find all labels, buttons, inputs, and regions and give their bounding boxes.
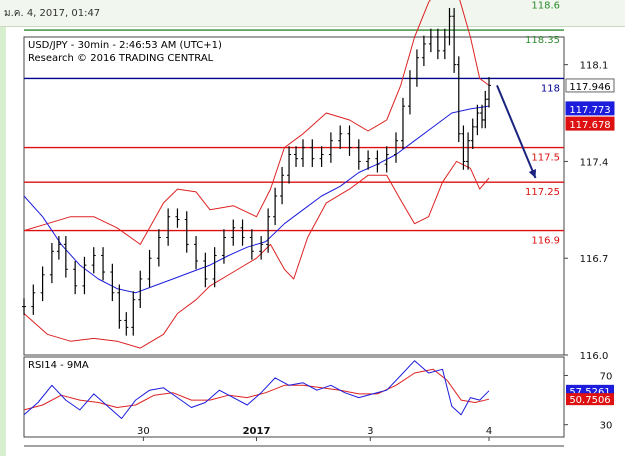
rsi-title: RSI14 - 9MA	[28, 360, 89, 371]
rsi-value-tag	[566, 393, 614, 406]
price-tag-label: 117.946	[569, 82, 610, 93]
rsi-value-label: 57.5261	[569, 387, 610, 398]
price-tag	[565, 78, 615, 93]
y-tick-label: 117.4	[580, 157, 609, 168]
x-tick-label: 30	[137, 426, 150, 437]
price-tag-label: 117.773	[569, 105, 610, 116]
price-panel	[23, 36, 565, 356]
chart-subtitle: Research © 2016 TRADING CENTRAL	[28, 53, 214, 64]
header-bar: ม.ค. 4, 2017, 01:47	[0, 0, 625, 27]
rsi-value-label: 50.7506	[569, 395, 610, 406]
rsi-tick-label: 30	[600, 421, 613, 432]
x-tick-label: 4	[486, 426, 492, 437]
projection-arrow-head	[528, 169, 537, 179]
bollinger-upper	[23, 0, 490, 245]
x-tick-label: 3	[367, 426, 373, 437]
rsi-tick-label: 70	[600, 371, 613, 382]
level-label: 118.6	[531, 1, 560, 12]
price-tag-label: 117.678	[569, 120, 610, 131]
level-label: 117.5	[531, 153, 560, 164]
x-tick-label: 2017	[243, 426, 271, 437]
chart-title: USD/JPY - 30min - 2:46:53 AM (UTC+1)	[28, 40, 222, 51]
left-strip	[0, 27, 6, 456]
level-label: 118	[541, 83, 560, 94]
level-label: 116.9	[531, 236, 560, 247]
projection-arrow	[496, 85, 537, 179]
bollinger-lower	[23, 160, 490, 349]
y-tick-label: 118.1	[580, 61, 609, 72]
rsi-line	[23, 360, 490, 419]
level-label: 117.25	[525, 187, 560, 198]
rsi-panel	[23, 356, 565, 438]
header-date: ม.ค. 4, 2017, 01:47	[4, 8, 101, 19]
moving-average-line	[23, 105, 490, 294]
rsi-ma-line	[23, 368, 490, 411]
y-tick-label: 116.7	[580, 254, 609, 265]
price-tag	[565, 101, 615, 116]
y-tick-label: 116.0	[580, 351, 609, 362]
price-tag	[565, 116, 615, 131]
level-label: 118.35	[525, 35, 560, 46]
